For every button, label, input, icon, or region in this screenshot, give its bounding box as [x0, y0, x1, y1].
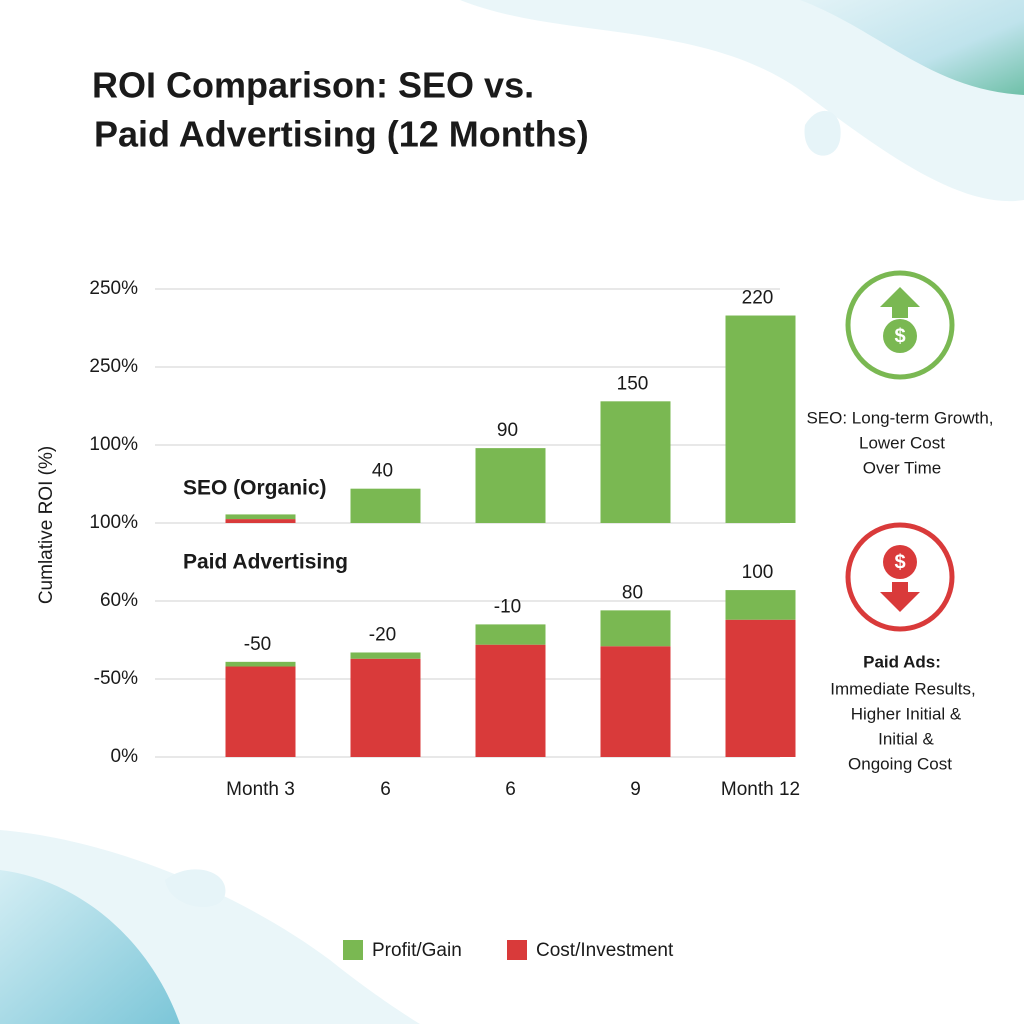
data-label: 220 [742, 288, 774, 309]
y-tick-label: -50% [94, 668, 138, 689]
group-label: SEO (Organic) [183, 477, 327, 500]
bar-segment [725, 619, 796, 757]
data-label: -20 [369, 624, 396, 645]
y-tick-label: 0% [111, 746, 139, 767]
bar-segment [725, 590, 796, 620]
legend-swatch [343, 940, 363, 960]
y-tick-label: 100% [89, 434, 138, 455]
bar-segment [225, 514, 296, 520]
seo-note: $ SEO: Long-term Growth, Lower Cost Over… [806, 270, 994, 477]
x-tick-label: 6 [380, 779, 391, 800]
bar-segment [600, 646, 671, 757]
icon-arrow [880, 582, 920, 612]
bar-segment [600, 610, 671, 647]
y-tick-label: 250% [89, 356, 138, 377]
y-axis-title: Cumlative ROI (%) [36, 446, 57, 604]
bar-segment [350, 488, 421, 523]
bar-segment [475, 624, 546, 645]
y-tick-label: 100% [89, 512, 138, 533]
legend-label: Cost/Investment [536, 940, 674, 961]
group-label: Paid Advertising [183, 551, 348, 574]
legend-swatch [507, 940, 527, 960]
bar-segment [350, 652, 421, 659]
bar-segment [225, 666, 296, 757]
data-label: 100 [742, 562, 774, 583]
bar-segment [475, 448, 546, 523]
chart-title: Paid Advertising (12 Months) [94, 114, 589, 155]
legend-label: Profit/Gain [372, 940, 462, 961]
x-tick-label: 6 [505, 779, 516, 800]
chart-title: ROI Comparison: SEO vs. [92, 65, 534, 106]
icon-coin [883, 319, 917, 353]
note-title: Paid Ads: [863, 652, 941, 671]
icon-coin [883, 545, 917, 579]
paid-note: $ Paid Ads: Immediate Results, Higher In… [830, 522, 976, 773]
note-line: Immediate Results, [830, 679, 976, 698]
icon-ring [845, 522, 955, 632]
x-tick-label: Month 12 [721, 779, 800, 800]
icon-arrow [880, 287, 920, 318]
y-tick-label: 60% [100, 590, 138, 611]
icon-symbol: $ [894, 551, 905, 573]
icon-ring [845, 270, 955, 380]
note-line: Higher Initial & [851, 704, 962, 723]
bar-segment [225, 661, 296, 667]
note-line: SEO: Long-term Growth, [806, 408, 993, 427]
x-tick-label: Month 3 [226, 779, 295, 800]
bar-segment [225, 519, 296, 523]
icon-symbol: $ [894, 325, 905, 347]
data-label: 40 [372, 461, 393, 482]
data-label: 90 [497, 420, 518, 441]
bar-segment [350, 658, 421, 757]
note-line: Lower Cost [859, 433, 945, 452]
data-label: 80 [622, 582, 643, 603]
data-label: 150 [617, 373, 649, 394]
note-line: Initial & [878, 729, 934, 748]
note-line: Ongoing Cost [848, 754, 952, 773]
bar-segment [725, 315, 796, 523]
data-label: -10 [494, 596, 521, 617]
bar-segment [600, 401, 671, 523]
x-tick-label: 9 [630, 779, 641, 800]
data-label: -50 [244, 634, 271, 655]
note-line: Over Time [863, 458, 941, 477]
bar-segment [475, 644, 546, 757]
y-tick-label: 250% [89, 278, 138, 299]
